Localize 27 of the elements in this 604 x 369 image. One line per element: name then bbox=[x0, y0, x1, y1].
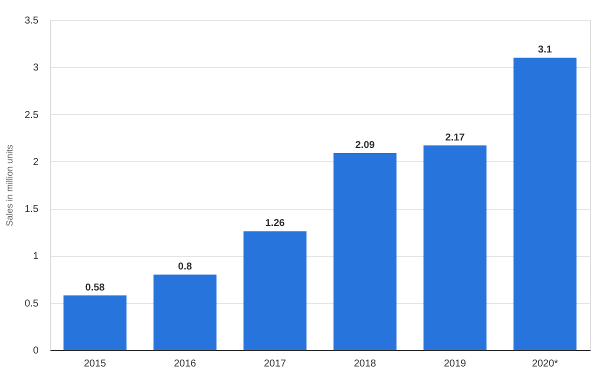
x-tick-label: 2015 bbox=[84, 358, 107, 369]
x-tick-label: 2018 bbox=[354, 358, 377, 369]
y-axis-title: Sales in million units bbox=[4, 144, 15, 226]
bar bbox=[424, 145, 486, 350]
y-tick-label: 1.5 bbox=[24, 204, 39, 216]
y-tick-label: 1 bbox=[32, 251, 39, 262]
y-tick-label: 3 bbox=[32, 62, 39, 74]
x-tick-label: 2016 bbox=[174, 358, 197, 369]
y-tick-label: 0.5 bbox=[24, 298, 39, 310]
y-tick-label: 2.5 bbox=[24, 110, 39, 121]
data-label: 0.8 bbox=[178, 262, 192, 273]
bar bbox=[334, 152, 396, 350]
y-tick-label: 2 bbox=[32, 156, 39, 168]
data-label: 3.1 bbox=[538, 44, 552, 56]
bar bbox=[64, 295, 126, 350]
data-label: 2.17 bbox=[445, 132, 466, 144]
x-tick-label: 2020* bbox=[532, 358, 558, 369]
y-tick-label: 3.5 bbox=[24, 16, 39, 26]
bar bbox=[154, 274, 216, 350]
x-tick-label: 2019 bbox=[444, 358, 467, 369]
bar bbox=[244, 231, 306, 350]
data-label: 1.26 bbox=[265, 218, 286, 230]
x-tick-label: 2017 bbox=[264, 358, 287, 369]
data-label: 0.58 bbox=[85, 282, 106, 294]
y-tick-label: 0 bbox=[32, 346, 39, 356]
bar bbox=[514, 58, 576, 350]
data-label: 2.09 bbox=[355, 140, 376, 151]
